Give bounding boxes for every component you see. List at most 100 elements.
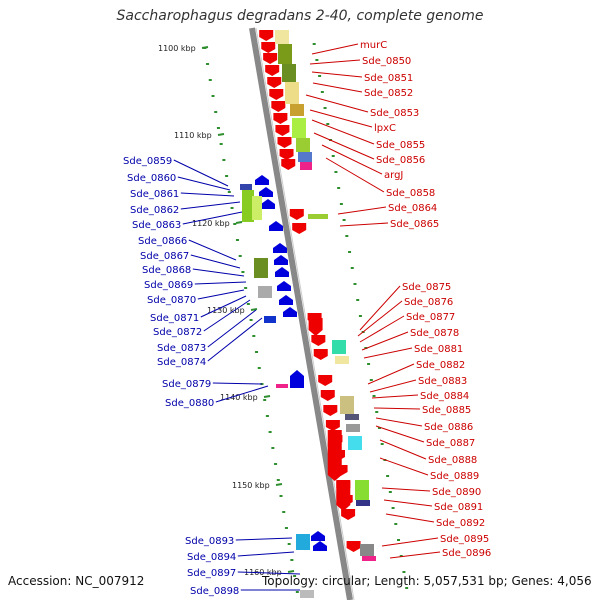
forward-gene-label: Sde_0855 — [376, 140, 425, 151]
forward-gene-label: Sde_0885 — [422, 405, 471, 416]
reverse-feature-block — [264, 316, 276, 323]
forward-label-leader — [385, 513, 435, 523]
forward-feature-block — [356, 500, 370, 506]
reverse-gene-label: Sde_0868 — [142, 265, 191, 276]
reverse-label-leader — [190, 254, 241, 269]
reverse-feature-block — [300, 590, 314, 598]
forward-label-leader — [379, 457, 429, 476]
forward-feature-block — [285, 82, 299, 104]
forward-label-leader — [363, 347, 413, 359]
forward-feature-block — [300, 162, 312, 170]
forward-label-leader — [325, 157, 385, 193]
forward-label-leader — [381, 537, 439, 547]
major-tick — [275, 483, 283, 486]
reverse-label-leader — [182, 211, 243, 225]
scale-label: 1100 kbp — [158, 44, 196, 53]
reverse-label-leader — [203, 299, 251, 332]
forward-label-leader — [311, 43, 359, 55]
forward-feature-block — [292, 118, 306, 138]
reverse-gene-label: Sde_0867 — [140, 251, 189, 262]
forward-gene-arrow — [259, 30, 274, 41]
reverse-gene-arrow — [274, 255, 288, 265]
reverse-gene-arrow — [261, 199, 275, 209]
forward-gene-arrow — [273, 113, 288, 124]
forward-label-leader — [309, 59, 361, 65]
forward-gene-arrow — [277, 137, 292, 148]
reverse-gene-arrow — [259, 187, 273, 197]
forward-label-leader — [313, 132, 375, 160]
reverse-gene-label: Sde_0866 — [138, 236, 187, 247]
reverse-label-leader — [173, 159, 229, 187]
reverse-gene-arrow — [273, 243, 287, 253]
reverse-label-leader — [180, 192, 235, 197]
reverse-label-leader — [194, 281, 247, 285]
forward-gene-label: Sde_0890 — [432, 487, 481, 498]
forward-label-leader — [311, 119, 375, 145]
forward-label-leader — [389, 551, 441, 559]
forward-gene-label: Sde_0887 — [426, 438, 475, 449]
forward-gene-arrow — [320, 390, 335, 401]
reverse-feature-block — [258, 286, 272, 298]
reverse-gene-arrow — [311, 531, 325, 541]
forward-feature-block — [296, 138, 310, 152]
reverse-gene-arrow — [290, 370, 304, 388]
reverse-label-leader — [237, 551, 295, 557]
forward-gene-label: Sde_0883 — [418, 376, 467, 387]
reverse-gene-arrow — [277, 281, 291, 291]
reverse-label-leader — [207, 309, 257, 348]
forward-gene-arrow — [336, 480, 351, 511]
reverse-label-leader — [212, 382, 263, 385]
scale-label: 1110 kbp — [174, 131, 212, 140]
reverse-label-leader — [177, 176, 231, 191]
forward-gene-arrow — [275, 125, 290, 136]
reverse-gene-arrow — [283, 307, 297, 317]
forward-gene-label: Sde_0864 — [388, 203, 437, 214]
forward-gene-label: Sde_0875 — [402, 282, 451, 293]
scale-label: 1120 kbp — [192, 219, 230, 228]
forward-feature-block — [362, 556, 376, 561]
reverse-gene-label: Sde_0893 — [185, 536, 234, 547]
reverse-label-leader — [237, 571, 301, 575]
reverse-gene-label: Sde_0859 — [123, 156, 172, 167]
forward-feature-block — [308, 214, 328, 219]
forward-gene-label: Sde_0881 — [414, 344, 463, 355]
forward-gene-label: Sde_0884 — [420, 391, 469, 402]
forward-gene-label: lpxC — [374, 123, 396, 134]
forward-gene-arrow — [341, 509, 356, 520]
reverse-gene-label: Sde_0860 — [127, 173, 176, 184]
major-tick — [287, 570, 295, 573]
forward-gene-arrow — [267, 77, 282, 88]
forward-gene-label: Sde_0888 — [428, 455, 477, 466]
forward-gene-arrow — [313, 349, 328, 360]
forward-gene-arrow — [323, 405, 338, 416]
forward-label-leader — [361, 331, 409, 351]
forward-gene-label: murC — [360, 40, 387, 51]
forward-gene-label: Sde_0853 — [370, 108, 419, 119]
forward-feature-block — [298, 152, 312, 162]
forward-gene-arrow — [311, 335, 326, 346]
forward-feature-block — [335, 356, 349, 364]
forward-label-leader — [305, 94, 369, 113]
reverse-label-leader — [207, 317, 263, 362]
forward-gene-label: Sde_0851 — [364, 73, 413, 84]
forward-label-leader — [375, 425, 425, 443]
forward-gene-label: Sde_0891 — [434, 502, 483, 513]
reverse-gene-label: Sde_0872 — [153, 327, 202, 338]
forward-gene-label: Sde_0896 — [442, 548, 491, 559]
reverse-gene-label: Sde_0897 — [187, 568, 236, 579]
major-tick — [250, 308, 258, 311]
forward-gene-label: Sde_0856 — [376, 155, 425, 166]
forward-feature-block — [290, 104, 304, 116]
forward-gene-label: Sde_0876 — [404, 297, 453, 308]
forward-gene-label: argJ — [384, 170, 403, 181]
reverse-gene-arrow — [313, 541, 327, 551]
reverse-gene-label: Sde_0879 — [162, 379, 211, 390]
major-tick — [201, 46, 209, 49]
forward-label-leader — [367, 363, 415, 385]
scale-label: 1140 kbp — [220, 393, 258, 402]
forward-feature-block — [360, 544, 374, 556]
forward-feature-block — [332, 340, 346, 354]
reverse-feature-block — [276, 384, 288, 388]
reverse-gene-label: Sde_0862 — [130, 205, 179, 216]
